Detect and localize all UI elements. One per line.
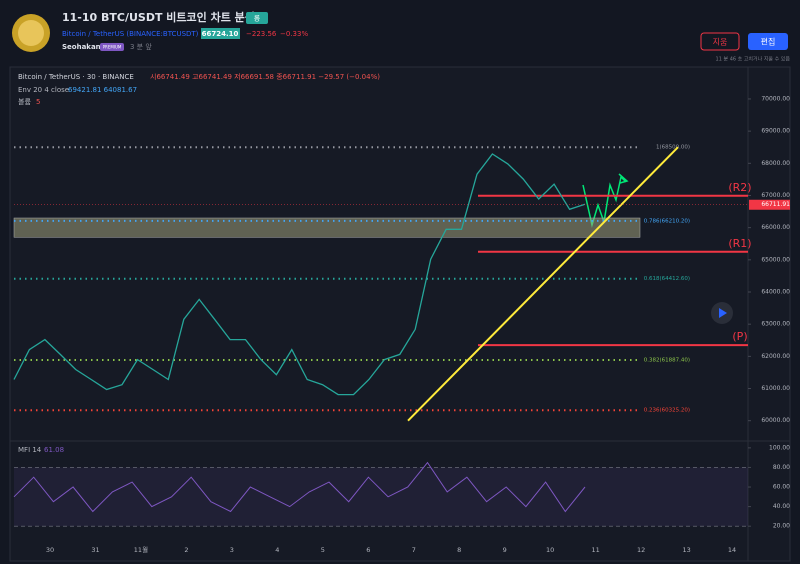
mfi-tick-label: 80.00 <box>773 464 790 471</box>
price-line <box>13 153 586 396</box>
x-tick-label: 11월 <box>134 545 148 554</box>
last-price-label: 66711.91 <box>761 201 790 208</box>
y-tick-label: 62000.00 <box>761 353 790 360</box>
mfi-value: 61.08 <box>44 446 64 454</box>
edit-note: 11 분 46 초 고치거나 지울 수 있음 <box>716 56 791 63</box>
y-tick-label: 64000.00 <box>761 289 790 296</box>
time: 3 분 앞 <box>130 43 152 51</box>
y-tick-label: 70000.00 <box>761 95 790 102</box>
author[interactable]: Seohakant <box>62 43 105 51</box>
legend-symbol: Bitcoin / TetherUS · 30 · BINANCE <box>18 73 134 81</box>
mfi-tick-label: 100.00 <box>769 444 790 451</box>
legend-env: Env 20 4 close <box>18 86 69 94</box>
zone <box>13 217 641 238</box>
fib-label: 0.382(61887.40) <box>644 357 690 363</box>
y-tick-label: 61000.00 <box>761 385 790 392</box>
mfi-band <box>14 467 748 527</box>
delete-label[interactable]: 지움 <box>713 38 728 47</box>
last-price-tag <box>749 199 790 210</box>
fib-label: 0.618(64412.60) <box>644 276 690 282</box>
resistance-label: (R2) <box>728 181 751 194</box>
badge: 롱 <box>254 15 261 23</box>
mfi-label: MFI 14 <box>18 446 42 454</box>
y-tick-label: 66000.00 <box>761 224 790 231</box>
y-tick-label: 68000.00 <box>761 160 790 167</box>
resistance-label: (R1) <box>728 237 751 250</box>
play-icon[interactable] <box>719 308 727 318</box>
mfi-tick-label: 20.00 <box>773 523 790 530</box>
x-tick-label: 9 <box>503 546 507 554</box>
legend-ohlc: 시66741.49 고66741.49 저66691.58 종66711.91 … <box>150 72 380 81</box>
x-tick-label: 8 <box>457 546 461 554</box>
fib-label: 1(68500.00) <box>656 145 690 151</box>
y-tick-label: 65000.00 <box>761 256 790 263</box>
author-badge: PREMIUM <box>103 45 122 50</box>
x-tick-label: 2 <box>184 546 188 554</box>
chart-frame <box>9 66 791 562</box>
x-tick-label: 11 <box>591 546 599 554</box>
x-tick-label: 5 <box>321 546 325 554</box>
title: 11-10 BTC/USDT 비트코인 차트 분석 <box>62 10 255 24</box>
legend-volume-value: 5 <box>36 98 40 106</box>
x-tick-label: 7 <box>412 546 416 554</box>
avatar-inner <box>18 20 44 46</box>
x-tick-label: 4 <box>275 546 279 554</box>
y-tick-label: 67000.00 <box>761 192 790 199</box>
x-tick-label: 3 <box>230 546 234 554</box>
edit-label[interactable]: 편집 <box>761 37 776 47</box>
symbol: Bitcoin / TetherUS (BINANCE:BTCUSDT) <box>62 30 199 38</box>
price-bg <box>201 28 240 39</box>
mfi-tick-label: 60.00 <box>773 484 790 491</box>
x-tick-label: 31 <box>91 546 99 554</box>
y-tick-label: 63000.00 <box>761 321 790 328</box>
x-tick-label: 10 <box>546 546 554 554</box>
x-tick-label: 14 <box>728 546 736 554</box>
resistance-label: (P) <box>732 330 747 343</box>
mfi-line <box>13 461 586 513</box>
edit-button[interactable] <box>748 33 788 50</box>
change-pct: −0.33% <box>280 30 308 38</box>
author-badge-bg <box>100 43 124 51</box>
legend-volume: 볼륨 <box>18 97 31 106</box>
x-tick-label: 13 <box>682 546 690 554</box>
mfi-tick-label: 40.00 <box>773 503 790 510</box>
x-tick-label: 30 <box>46 546 54 554</box>
x-tick-label: 6 <box>366 546 370 554</box>
x-tick-label: 12 <box>637 546 645 554</box>
fib-label: 0.786(66210.20) <box>644 218 690 224</box>
delete-button[interactable] <box>700 32 740 51</box>
badge-bg <box>246 12 268 24</box>
trendline <box>407 146 679 422</box>
legend-env-values: 69421.81 64081.67 <box>68 86 137 94</box>
y-tick-label: 60000.00 <box>761 417 790 424</box>
change: −223.56 <box>246 30 277 38</box>
fib-label: 0.236(60325.20) <box>644 408 690 414</box>
y-tick-label: 69000.00 <box>761 128 790 135</box>
price: 66724.10 <box>202 30 239 38</box>
